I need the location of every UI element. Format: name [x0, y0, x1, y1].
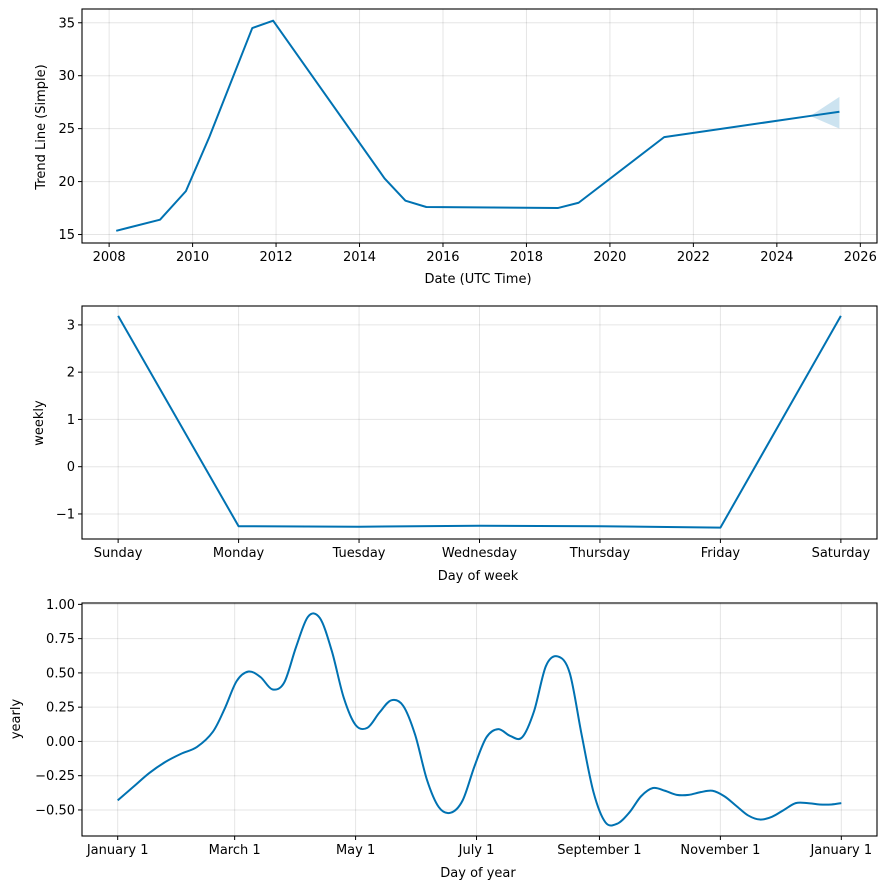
yearly-x-tick-label: March 1: [209, 843, 261, 858]
yearly-y-tick-label: −0.25: [35, 769, 75, 784]
weekly-y-tick-label: −1: [56, 507, 75, 522]
yearly-grid: [82, 603, 877, 836]
weekly-x-tick-label: Saturday: [812, 546, 871, 561]
weekly-line: [117, 315, 842, 529]
yearly-y-tick-label: −0.50: [35, 803, 75, 818]
trend-grid: [82, 9, 877, 243]
trend-y-tick-label: 25: [58, 122, 75, 137]
trend-x-tick-label: 2008: [93, 250, 126, 265]
weekly-series: [117, 315, 842, 529]
weekly-x-tick-label: Monday: [213, 546, 265, 561]
weekly-panel: Sunday Monday Tuesday Wednesday Thursday Frid…: [32, 305, 878, 584]
yearly-y-ticks: −0.50 −0.25 0.00 0.25 0.50 0.75 1.00: [35, 598, 82, 818]
trend-x-tick-label: 2018: [510, 250, 543, 265]
trend-y-tick-label: 15: [58, 228, 75, 243]
trend-x-axis-label: Date (UTC Time): [424, 272, 531, 287]
trend-y-ticks: 15 20 25 30 35: [58, 16, 82, 243]
trend-uncertainty-band-area: [810, 96, 840, 129]
trend-x-tick-label: 2012: [260, 250, 293, 265]
yearly-y-tick-label: 0.50: [46, 666, 75, 681]
yearly-line: [117, 612, 842, 827]
yearly-panel: January 1 March 1 May 1 July 1 September 1 No…: [9, 598, 878, 881]
weekly-y-ticks: −1 0 1 2 3: [56, 318, 82, 522]
weekly-x-tick-label: Thursday: [569, 546, 631, 561]
weekly-y-tick-label: 2: [67, 366, 75, 381]
weekly-x-tick-label: Wednesday: [442, 546, 518, 561]
trend-plot-frame: [81, 8, 878, 244]
weekly-x-tick-label: Sunday: [94, 546, 143, 561]
yearly-x-tick-label: January 1: [809, 843, 872, 858]
yearly-x-tick-label: September 1: [557, 843, 641, 858]
trend-uncertainty-band: [810, 96, 840, 129]
weekly-grid: [82, 306, 877, 539]
yearly-y-tick-label: 0.25: [46, 701, 75, 716]
trend-x-tick-label: 2010: [176, 250, 209, 265]
trend-panel: 2008 2010 2012 2014 2016 2018 2020 2022 2024 2026…: [34, 8, 878, 287]
yearly-y-tick-label: 0.75: [46, 632, 75, 647]
weekly-y-tick-label: 0: [67, 460, 75, 475]
trend-y-tick-label: 30: [58, 69, 75, 84]
yearly-series: [117, 612, 842, 827]
trend-y-axis-label: Trend Line (Simple): [34, 64, 49, 190]
yearly-y-tick-label: 1.00: [46, 598, 75, 613]
yearly-x-axis-label: Day of year: [440, 866, 516, 881]
weekly-x-axis-label: Day of week: [438, 569, 519, 584]
trend-x-tick-label: 2020: [593, 250, 626, 265]
yearly-x-tick-label: January 1: [86, 843, 149, 858]
trend-axes-frame: [81, 8, 878, 244]
trend-series: [115, 19, 840, 232]
trend-x-tick-label: 2024: [760, 250, 793, 265]
weekly-x-tick-label: Tuesday: [332, 546, 386, 561]
trend-x-tick-label: 2026: [844, 250, 877, 265]
yearly-plot-frame: [81, 602, 878, 837]
trend-x-tick-label: 2016: [426, 250, 459, 265]
yearly-x-ticks: January 1 March 1 May 1 July 1 September 1 No…: [86, 836, 872, 858]
weekly-x-tick-label: Friday: [701, 546, 741, 561]
yearly-x-tick-label: May 1: [336, 843, 375, 858]
trend-x-tick-label: 2022: [677, 250, 710, 265]
trend-x-tick-label: 2014: [343, 250, 376, 265]
yearly-x-tick-label: July 1: [458, 843, 495, 858]
trend-y-tick-label: 20: [58, 175, 75, 190]
trend-x-ticks: 2008 2010 2012 2014 2016 2018 2020 2022 2024 2026: [93, 243, 877, 265]
yearly-axes-frame: [81, 602, 878, 837]
weekly-y-tick-label: 1: [67, 413, 75, 428]
weekly-y-axis-label: weekly: [32, 400, 47, 446]
yearly-x-tick-label: November 1: [680, 843, 760, 858]
weekly-y-tick-label: 3: [67, 318, 75, 333]
trend-line: [115, 19, 840, 232]
trend-y-tick-label: 35: [58, 16, 75, 31]
weekly-x-ticks: Sunday Monday Tuesday Wednesday Thursday Frid…: [94, 539, 871, 561]
yearly-y-tick-label: 0.00: [46, 735, 75, 750]
yearly-y-axis-label: yearly: [9, 699, 24, 740]
